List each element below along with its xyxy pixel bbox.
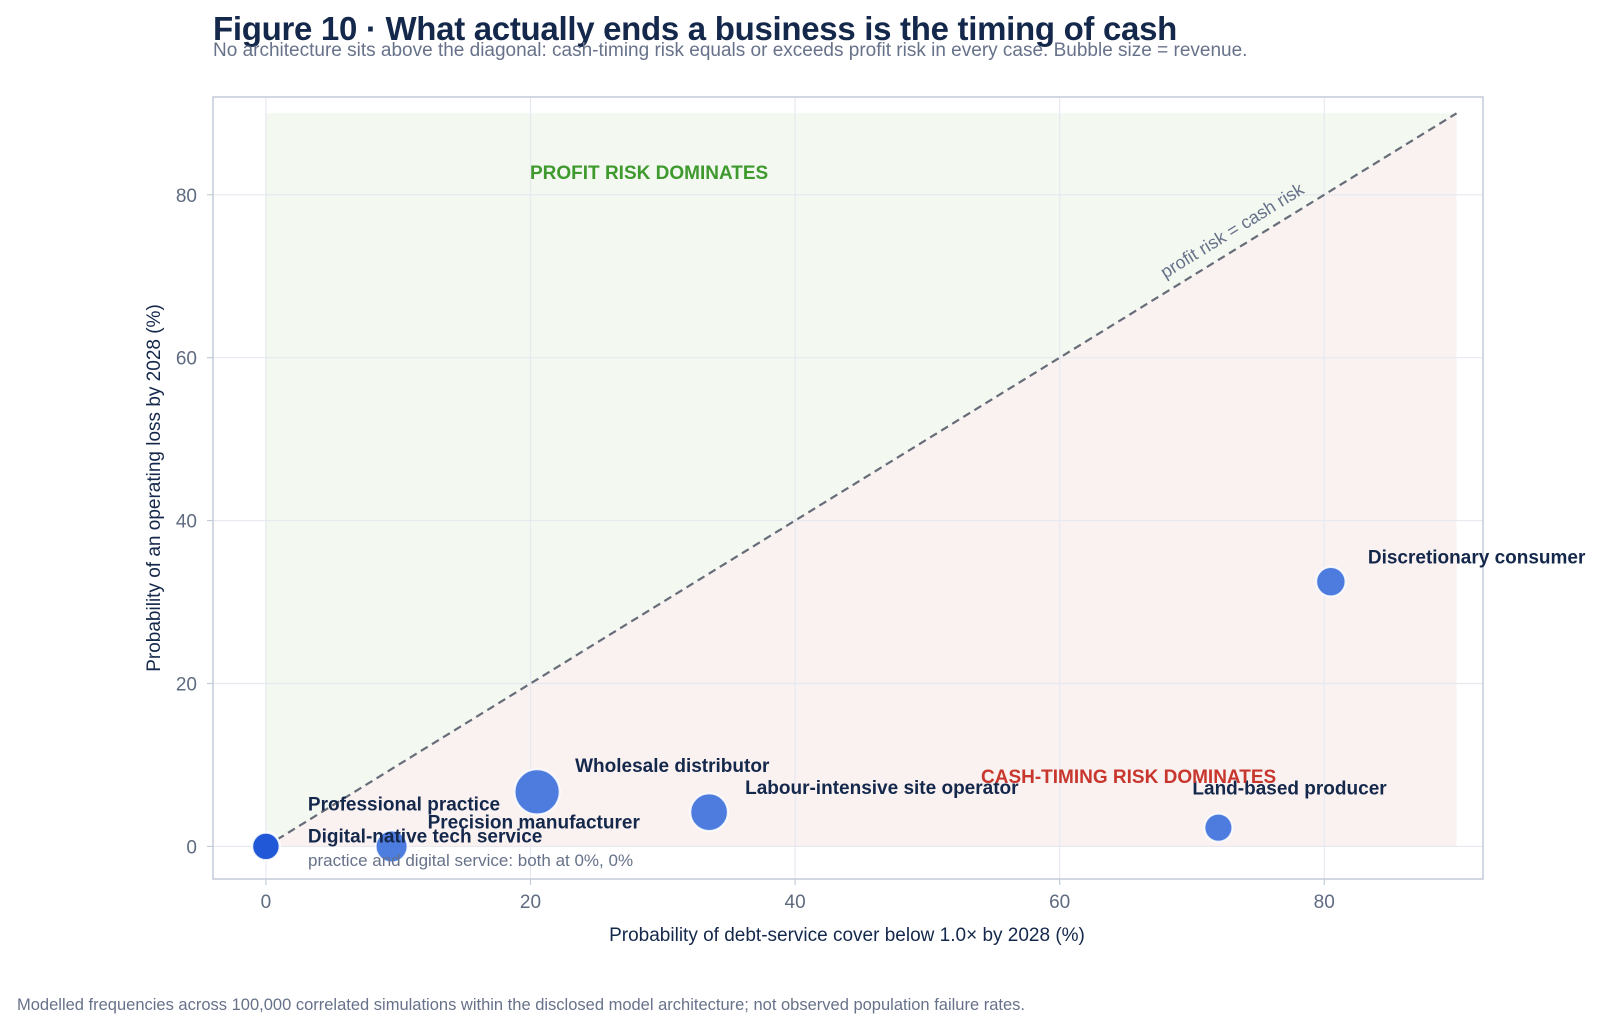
bubble-point [513,768,561,816]
regions-layer [265,113,1457,847]
point-labels: Professional practice Digital-native tech… [308,548,1586,848]
region-label-profit: PROFIT RISK DOMINATES [530,163,768,184]
plot-frame [212,96,1484,880]
bubbles-layer [250,565,1347,864]
chart-subtitle: No architecture sits above the diagonal:… [213,40,1248,61]
bubble-point [1315,565,1347,598]
bubble-label: Professional practice [308,794,500,815]
y-axis-label: Probability of an operating loss by 2028… [144,304,165,672]
region-cash [265,113,1457,847]
grid-layer [207,97,1483,885]
bubble-label: Land-based producer [1192,779,1387,800]
y-tick-label: 40 [176,512,197,533]
y-tick-label: 60 [176,349,197,370]
x-tick-label: 40 [785,892,806,913]
y-tick-label: 0 [186,837,197,858]
bubble-point [1203,812,1234,843]
bubble-label: Digital-native tech service [308,826,542,847]
tick-labels: 0 20 40 60 80 0 20 40 60 80 [176,186,1335,913]
region-label-cash: CASH-TIMING RISK DOMINATES [981,767,1276,788]
footnote: Modelled frequencies across 100,000 corr… [17,996,1025,1014]
bubble-label: Wholesale distributor [575,756,770,777]
overlap-annotation: practice and digital service: both at 0%… [308,851,633,870]
x-tick-label: 0 [261,892,272,913]
x-tick-label: 20 [520,892,541,913]
chart-title: Figure 10 · What actually ends a busines… [213,10,1177,47]
bubble-point [689,792,729,832]
bubble-label: Precision manufacturer [428,812,641,833]
x-axis-label: Probability of debt-service cover below … [609,925,1085,946]
x-tick-label: 60 [1049,892,1070,913]
x-tick-label: 80 [1314,892,1335,913]
bubble-label: Labour-intensive site operator [745,778,1019,799]
y-tick-label: 20 [176,675,197,696]
bubble-point [251,831,281,862]
bubble-label: Discretionary consumer [1368,548,1586,569]
bubble-point [374,829,409,864]
y-tick-label: 80 [176,186,197,207]
